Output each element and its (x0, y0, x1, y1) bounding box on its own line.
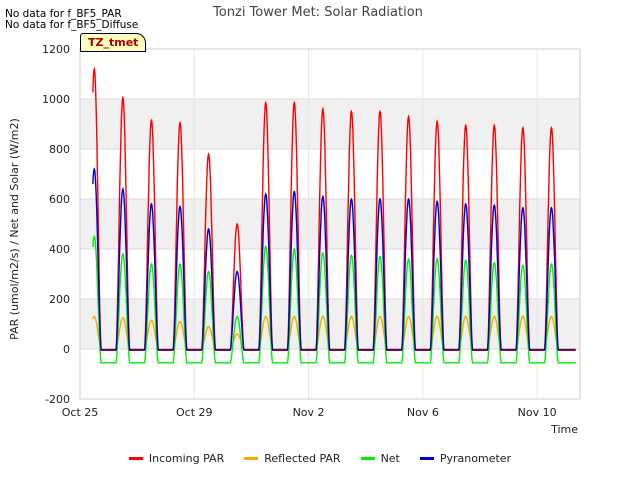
x-axis-ticks: Oct 25 Oct 29 Nov 2 Nov 6 Nov 10 (62, 406, 557, 419)
site-badge: TZ_tmet (80, 33, 147, 52)
y-tick-label: 1200 (42, 43, 70, 56)
y-tick-label: 0 (63, 343, 70, 356)
legend-label: Pyranometer (439, 452, 512, 465)
y-tick-label: 200 (49, 293, 70, 306)
x-tick-label: Oct 29 (176, 406, 213, 419)
background-band (80, 99, 580, 149)
y-tick-label: 600 (49, 193, 70, 206)
background-band (80, 49, 580, 99)
legend-label: Reflected PAR (264, 452, 341, 465)
y-tick-label: 400 (49, 243, 70, 256)
chart-title: Tonzi Tower Met: Solar Radiation (212, 5, 423, 20)
x-tick-label: Nov 10 (518, 406, 557, 419)
legend-item-pyranometer: Pyranometer (419, 452, 512, 465)
legend-item-net: Net (360, 452, 400, 465)
y-tick-label: 800 (49, 143, 70, 156)
no-data-note-par: No data for f_BF5_PAR (5, 8, 122, 20)
series-line-pyranometer (92, 167, 576, 351)
x-tick-label: Oct 25 (62, 406, 99, 419)
legend-swatch (128, 457, 143, 460)
plot-background-bands (80, 49, 580, 399)
background-band (80, 349, 580, 399)
legend-item-incoming-par: Incoming PAR (128, 452, 225, 465)
y-tick-label: -200 (45, 393, 70, 406)
legend-label: Net (380, 452, 400, 465)
legend-swatch (360, 457, 375, 460)
x-axis-label: Time (550, 423, 578, 436)
legend-swatch (244, 457, 259, 460)
series-line-net (92, 235, 576, 364)
y-axis-label: PAR (umol/m2/s) / Net and Solar (W/m2) (8, 118, 21, 340)
x-tick-label: Nov 6 (407, 406, 439, 419)
legend: Incoming PAR Reflected PAR Net Pyranometer (0, 452, 640, 465)
legend-item-reflected-par: Reflected PAR (244, 452, 341, 465)
legend-swatch (419, 457, 434, 460)
plot-area (79, 48, 581, 400)
y-tick-label: 1000 (42, 93, 70, 106)
no-data-note-diffuse: No data for f_BF5_Diffuse (5, 19, 139, 31)
x-tick-label: Nov 2 (293, 406, 325, 419)
legend-label: Incoming PAR (148, 452, 225, 465)
series-layer (92, 66, 576, 364)
y-axis-ticks: -200 0 200 400 600 800 1000 1200 (42, 43, 70, 406)
